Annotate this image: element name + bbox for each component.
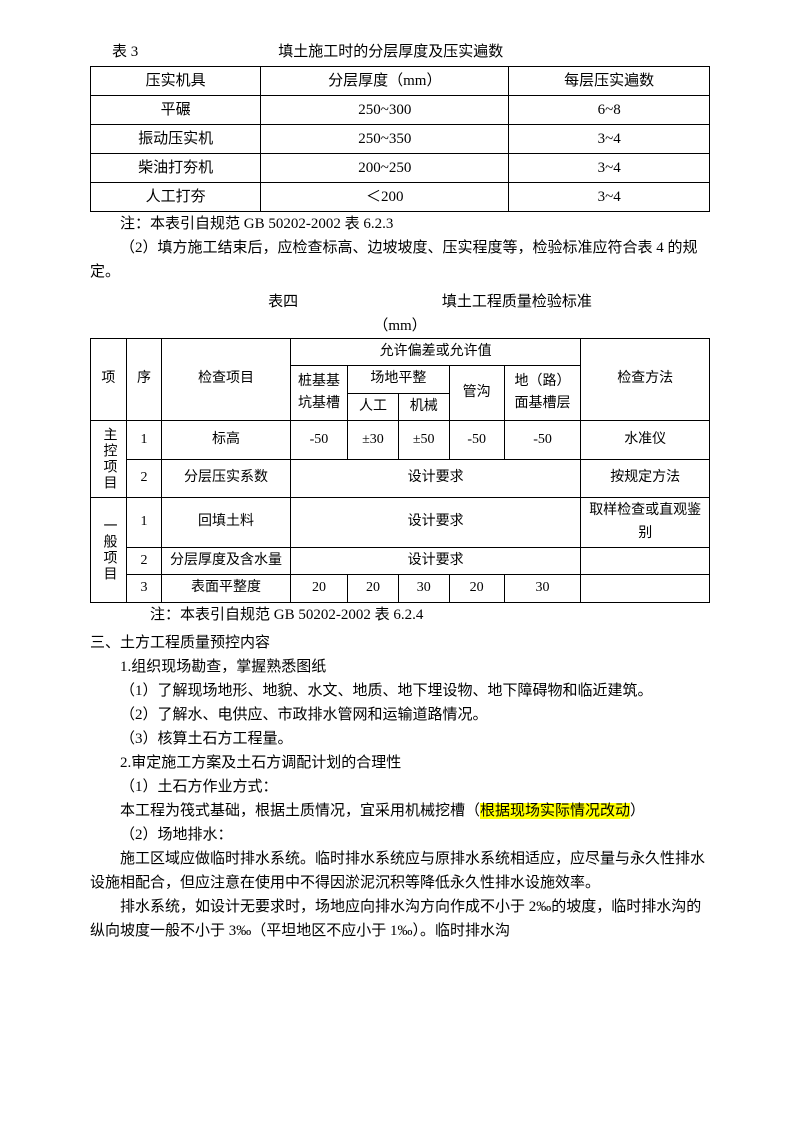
section3-p1: 1.组织现场勘查，掌握熟悉图纸: [90, 655, 710, 679]
table-row: 2 分层压实系数 设计要求 按规定方法: [91, 459, 710, 498]
table-row: 3 表面平整度 20 20 30 20 30: [91, 575, 710, 602]
table-row: 振动压实机 250~350 3~4: [91, 125, 710, 154]
table-row: 柴油打夯机 200~250 3~4: [91, 154, 710, 183]
table3-h1: 压实机具: [91, 67, 261, 96]
section3-p2b: （2）场地排水：: [90, 823, 710, 847]
sub-changdi: 场地平整: [348, 366, 450, 393]
table3-h3: 每层压实遍数: [509, 67, 710, 96]
table4: 项 序 检查项目 允许偏差或允许值 检查方法 桩基基坑基槽 场地平整 管沟 地（…: [90, 338, 710, 603]
table-row: 主控项目 1 标高 -50 ±30 ±50 -50 -50 水准仪: [91, 421, 710, 460]
table-row: 人工打夯 ＜200 3~4: [91, 183, 710, 212]
col-allow: 允许偏差或允许值: [290, 339, 581, 366]
section3-p2b-body2: 排水系统，如设计无要求时，场地应向排水沟方向作成不小于 2‰的坡度，临时排水沟的…: [90, 895, 710, 943]
section3-p2b-body1: 施工区域应做临时排水系统。临时排水系统应与原排水系统相适应，应尽量与永久性排水设…: [90, 847, 710, 895]
section3-p2a-body: 本工程为筏式基础，根据土质情况，宜采用机械挖槽（根据现场实际情况改动）: [90, 799, 710, 823]
table4-title: 填土工程质量检验标准: [442, 290, 592, 314]
p2a-post: ）: [630, 803, 645, 819]
table3-note: 注：本表引自规范 GB 50202-2002 表 6.2.3: [90, 212, 710, 236]
sub-jixie: 机械: [398, 393, 449, 420]
table3-header: 表 3 填土施工时的分层厚度及压实遍数: [90, 40, 710, 64]
section3-p2: 2.审定施工方案及土石方调配计划的合理性: [90, 751, 710, 775]
table3-title: 填土施工时的分层厚度及压实遍数: [278, 40, 503, 64]
cat-yiban: 一般项目: [91, 498, 127, 603]
section3-p1a: （1）了解现场地形、地貌、水文、地质、地下埋设物、地下障碍物和临近建筑。: [90, 679, 710, 703]
sub-diluceng: 地（路）面基槽层: [504, 366, 581, 421]
paragraph-2: （2）填方施工结束后，应检查标高、边坡坡度、压实程度等，检验标准应符合表 4 的…: [90, 236, 710, 284]
col-method: 检查方法: [581, 339, 710, 421]
section3-p2a: （1）土石方作业方式：: [90, 775, 710, 799]
col-xu: 序: [126, 339, 162, 421]
sub-zhuangji: 桩基基坑基槽: [290, 366, 347, 421]
col-item: 检查项目: [162, 339, 291, 421]
cat-zhukong: 主控项目: [91, 421, 127, 498]
table-row: 一般项目 1 回填土料 设计要求 取样检查或直观鉴别: [91, 498, 710, 548]
section3-p1c: （3）核算土石方工程量。: [90, 727, 710, 751]
table4-unit: （mm）: [90, 314, 710, 338]
col-xiang: 项: [91, 339, 127, 421]
table3-label: 表 3: [112, 40, 138, 64]
table4-label: 表四: [268, 290, 298, 314]
table4-header: 表四 填土工程质量检验标准: [90, 290, 710, 314]
table-row: 2 分层厚度及含水量 设计要求: [91, 547, 710, 574]
section3-p1b: （2）了解水、电供应、市政排水管网和运输道路情况。: [90, 703, 710, 727]
sub-rengong: 人工: [348, 393, 399, 420]
table3: 压实机具 分层厚度（mm） 每层压实遍数 平碾 250~300 6~8 振动压实…: [90, 66, 710, 212]
section3-title: 三、土方工程质量预控内容: [90, 631, 710, 655]
sub-guangou: 管沟: [449, 366, 504, 421]
p2a-pre: 本工程为筏式基础，根据土质情况，宜采用机械挖槽（: [120, 803, 480, 819]
table4-note: 注：本表引自规范 GB 50202-2002 表 6.2.4: [90, 603, 710, 627]
table-row: 平碾 250~300 6~8: [91, 96, 710, 125]
table3-h2: 分层厚度（mm）: [261, 67, 509, 96]
highlight-text: 根据现场实际情况改动: [480, 803, 630, 819]
